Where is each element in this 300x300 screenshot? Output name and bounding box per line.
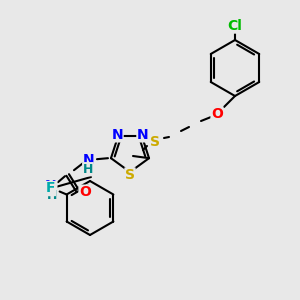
Text: H: H [47, 189, 57, 202]
Text: S: S [150, 135, 160, 149]
Text: H: H [83, 163, 93, 176]
Text: O: O [79, 185, 91, 199]
Text: F: F [46, 182, 56, 196]
Text: O: O [211, 107, 223, 121]
Text: N: N [83, 153, 95, 167]
Text: N: N [137, 128, 148, 142]
Text: N: N [111, 128, 123, 142]
Text: Cl: Cl [228, 19, 242, 33]
Text: S: S [125, 168, 135, 182]
Text: N: N [45, 179, 57, 193]
